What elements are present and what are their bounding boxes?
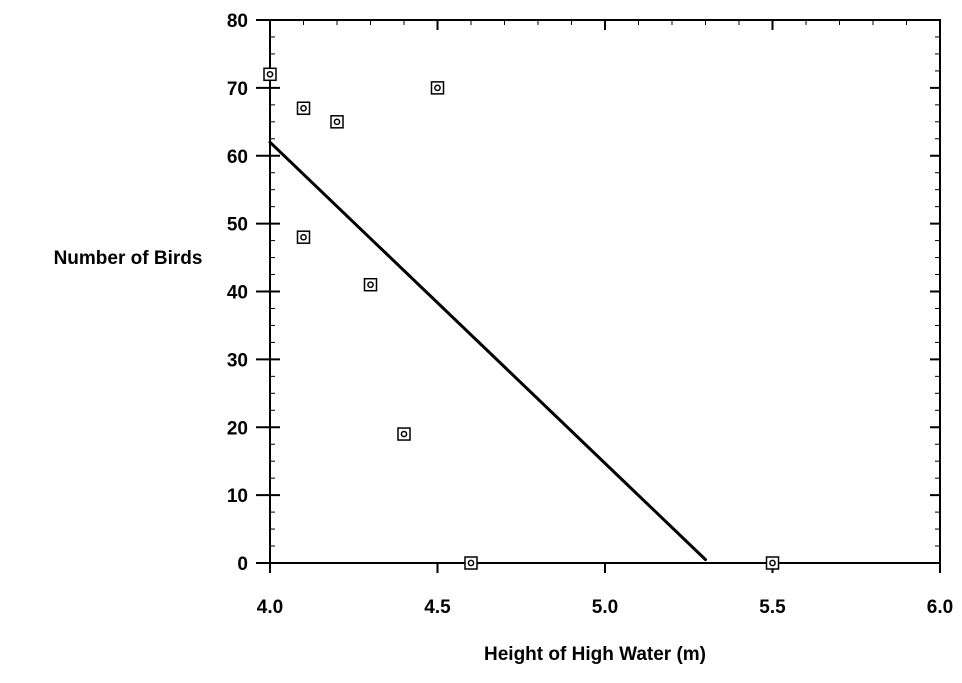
- y-tick-label: 20: [227, 418, 248, 439]
- data-point-circle: [333, 118, 341, 126]
- data-point-square: [765, 556, 780, 570]
- data-points: [263, 67, 780, 570]
- x-tick-label: 5.5: [759, 597, 786, 618]
- y-tick-label: 40: [227, 283, 248, 304]
- data-point: [296, 230, 311, 244]
- fit-line: [268, 140, 707, 562]
- data-point-circle: [266, 70, 274, 78]
- data-point: [397, 427, 411, 441]
- data-point: [330, 115, 344, 129]
- data-point-circle: [300, 104, 307, 112]
- data-point-square: [296, 230, 311, 244]
- x-tick-label: 6.0: [927, 597, 953, 618]
- fit-line-group: [268, 140, 707, 562]
- data-point-square: [263, 67, 277, 82]
- minor-ticks: [269, 19, 941, 564]
- data-point: [296, 101, 311, 115]
- data-point: [464, 556, 478, 570]
- y-tick-label: 30: [227, 350, 248, 371]
- x-tick-label: 4.0: [257, 597, 283, 618]
- y-tick-label: 80: [227, 11, 248, 32]
- data-point-circle: [434, 84, 441, 92]
- x-axis-label: Height of High Water (m): [484, 644, 706, 665]
- data-point: [363, 277, 378, 292]
- data-point-circle: [467, 559, 475, 567]
- y-tick-label: 10: [227, 486, 248, 507]
- y-tick-labels: 0 10 20 30 40 50 60 70 80: [227, 11, 248, 575]
- y-tick-label: 60: [227, 147, 248, 168]
- plot-frame: [269, 19, 941, 564]
- data-point-square: [296, 101, 311, 115]
- data-point-circle: [300, 233, 307, 241]
- data-point-square: [363, 277, 378, 292]
- data-point: [430, 81, 445, 95]
- data-point-square: [330, 115, 344, 129]
- x-tick-label: 4.5: [424, 597, 451, 618]
- data-point-circle: [367, 281, 374, 289]
- data-point-square: [430, 81, 445, 95]
- x-tick-labels: 4.0 4.5 5.0 5.5 6.0: [257, 597, 953, 618]
- data-point-square: [397, 427, 411, 441]
- y-axis-label: Number of Birds: [54, 248, 203, 269]
- data-point-circle: [769, 559, 776, 567]
- y-tick-label: 70: [227, 79, 248, 100]
- x-tick-label: 5.0: [592, 597, 618, 618]
- major-ticks: [256, 19, 941, 573]
- data-point: [263, 67, 277, 82]
- data-point: [765, 556, 780, 570]
- y-tick-label: 0: [237, 554, 248, 575]
- data-point-square: [464, 556, 478, 570]
- data-point-circle: [400, 430, 408, 438]
- y-tick-label: 50: [227, 215, 248, 236]
